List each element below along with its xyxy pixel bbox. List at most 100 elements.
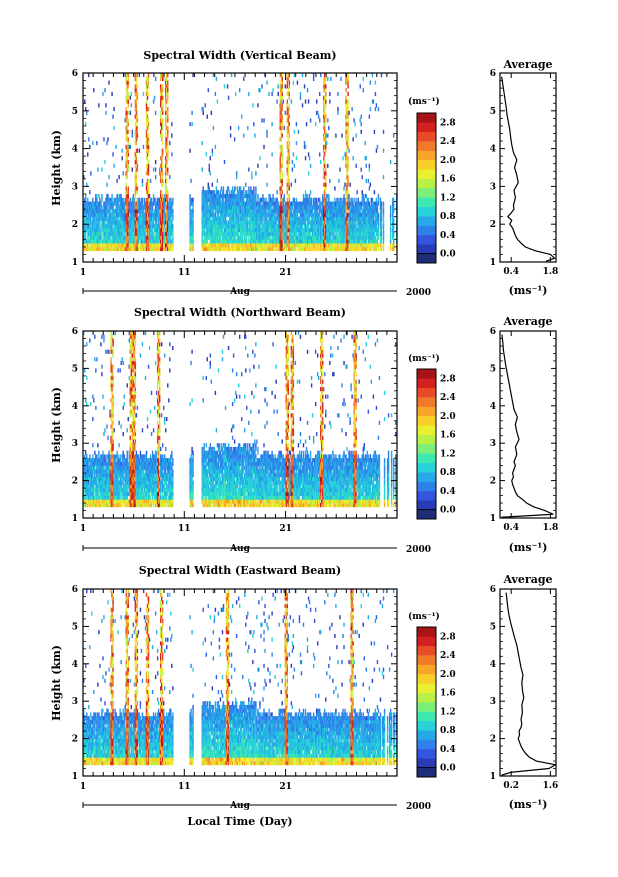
heatmap-cell (251, 231, 253, 236)
heatmap-cell (280, 193, 282, 199)
heatmap-cell (92, 224, 94, 229)
heatmap-cell (275, 209, 277, 214)
heatmap-cell (237, 216, 240, 221)
heatmap-cell (134, 122, 137, 127)
heatmap-cell (124, 201, 126, 206)
heatmap-cell (207, 243, 209, 248)
heatmap-cell (190, 209, 192, 214)
heatmap-cell (223, 220, 226, 225)
heatmap-cell (236, 231, 239, 236)
heatmap-cell (207, 190, 209, 195)
heatmap-cell (253, 235, 255, 240)
heatmap-cell (326, 235, 328, 240)
heatmap-cell (221, 227, 224, 233)
heatmap-cell (131, 216, 134, 221)
heatmap-cell (146, 178, 149, 184)
heatmap-cell (166, 193, 168, 199)
heatmap-cell (322, 220, 324, 225)
heatmap-cell (332, 231, 334, 236)
heatmap-cell (323, 80, 325, 85)
heatmap-cell (166, 216, 168, 221)
heatmap-cell (298, 209, 301, 214)
heatmap-cell (141, 239, 144, 244)
heatmap-cell (216, 216, 219, 221)
heatmap-cell (127, 186, 129, 191)
heatmap-cell (112, 243, 114, 248)
heatmap-cell (392, 220, 395, 225)
heatmap-cell (346, 103, 348, 108)
heatmap-cell (307, 239, 310, 244)
heatmap-cell (211, 224, 214, 229)
heatmap-cell (351, 227, 353, 233)
heatmap-cell (109, 227, 111, 233)
heatmap-cell (93, 246, 95, 252)
heatmap-cell (167, 201, 169, 206)
heatmap-cell (289, 235, 292, 240)
heatmap-cell (100, 239, 102, 244)
heatmap-cell (107, 201, 109, 206)
heatmap-cell (121, 205, 123, 210)
heatmap-cell (83, 488, 85, 493)
heatmap-cell (145, 91, 148, 97)
heatmap-cell (320, 209, 322, 214)
heatmap-cell (136, 235, 139, 240)
heatmap-cell (319, 246, 321, 252)
heatmap-cell (147, 182, 150, 187)
heatmap-cell (382, 205, 385, 210)
heatmap-cell (85, 209, 87, 214)
heatmap-cell (164, 212, 166, 218)
heatmap-cell (329, 231, 331, 236)
heatmap-cell (96, 231, 98, 236)
heatmap-cell (291, 220, 294, 225)
heatmap-cell (365, 156, 368, 161)
heatmap-cell (150, 224, 153, 229)
heatmap-cell (207, 186, 209, 191)
heatmap-cell (140, 246, 143, 252)
heatmap-cell (306, 212, 309, 218)
heatmap-cell (217, 239, 220, 244)
heatmap-cell (291, 231, 294, 236)
heatmap-cell (305, 239, 308, 244)
heatmap-cell (336, 235, 338, 240)
heatmap-cell (163, 201, 165, 206)
heatmap-cell (88, 227, 90, 233)
heatmap-cell (324, 99, 326, 104)
heatmap-cell (206, 193, 208, 199)
heatmap-cell (288, 178, 291, 184)
heatmap-cell (210, 190, 213, 195)
heatmap-cell (147, 243, 150, 248)
heatmap-cell (269, 239, 271, 244)
heatmap-cell (272, 216, 274, 221)
heatmap-cell (99, 243, 101, 248)
heatmap-cell (280, 114, 282, 119)
heatmap-cell (157, 220, 160, 225)
heatmap-cell (205, 243, 207, 248)
heatmap-cell (166, 235, 168, 240)
heatmap-cell (98, 209, 100, 214)
heatmap-cell (304, 156, 307, 161)
heatmap-cell (346, 243, 348, 248)
heatmap-cell (226, 224, 229, 229)
heatmap-cell (241, 216, 243, 221)
heatmap-cell (166, 190, 168, 195)
heatmap-cell (249, 220, 251, 225)
heatmap-cell (153, 212, 156, 218)
heatmap-cell (90, 220, 92, 225)
heatmap-cell (168, 224, 170, 229)
profile-y-tick-label: 5 (490, 107, 496, 117)
heatmap-cell (272, 209, 274, 214)
heatmap-cell (301, 73, 304, 78)
heatmap-cell (83, 205, 85, 210)
heatmap-cell (372, 231, 375, 236)
heatmap-cell (255, 186, 257, 191)
heatmap-cell (279, 110, 281, 115)
heatmap-cell (141, 216, 144, 221)
heatmap-cell (371, 197, 374, 202)
heatmap-cell (263, 246, 265, 252)
heatmap-cell (145, 84, 148, 89)
heatmap-cell (271, 201, 273, 206)
heatmap-cell (280, 201, 282, 206)
heatmap-cell (144, 239, 147, 244)
heatmap-cell (361, 197, 363, 202)
heatmap-cell (85, 227, 87, 233)
